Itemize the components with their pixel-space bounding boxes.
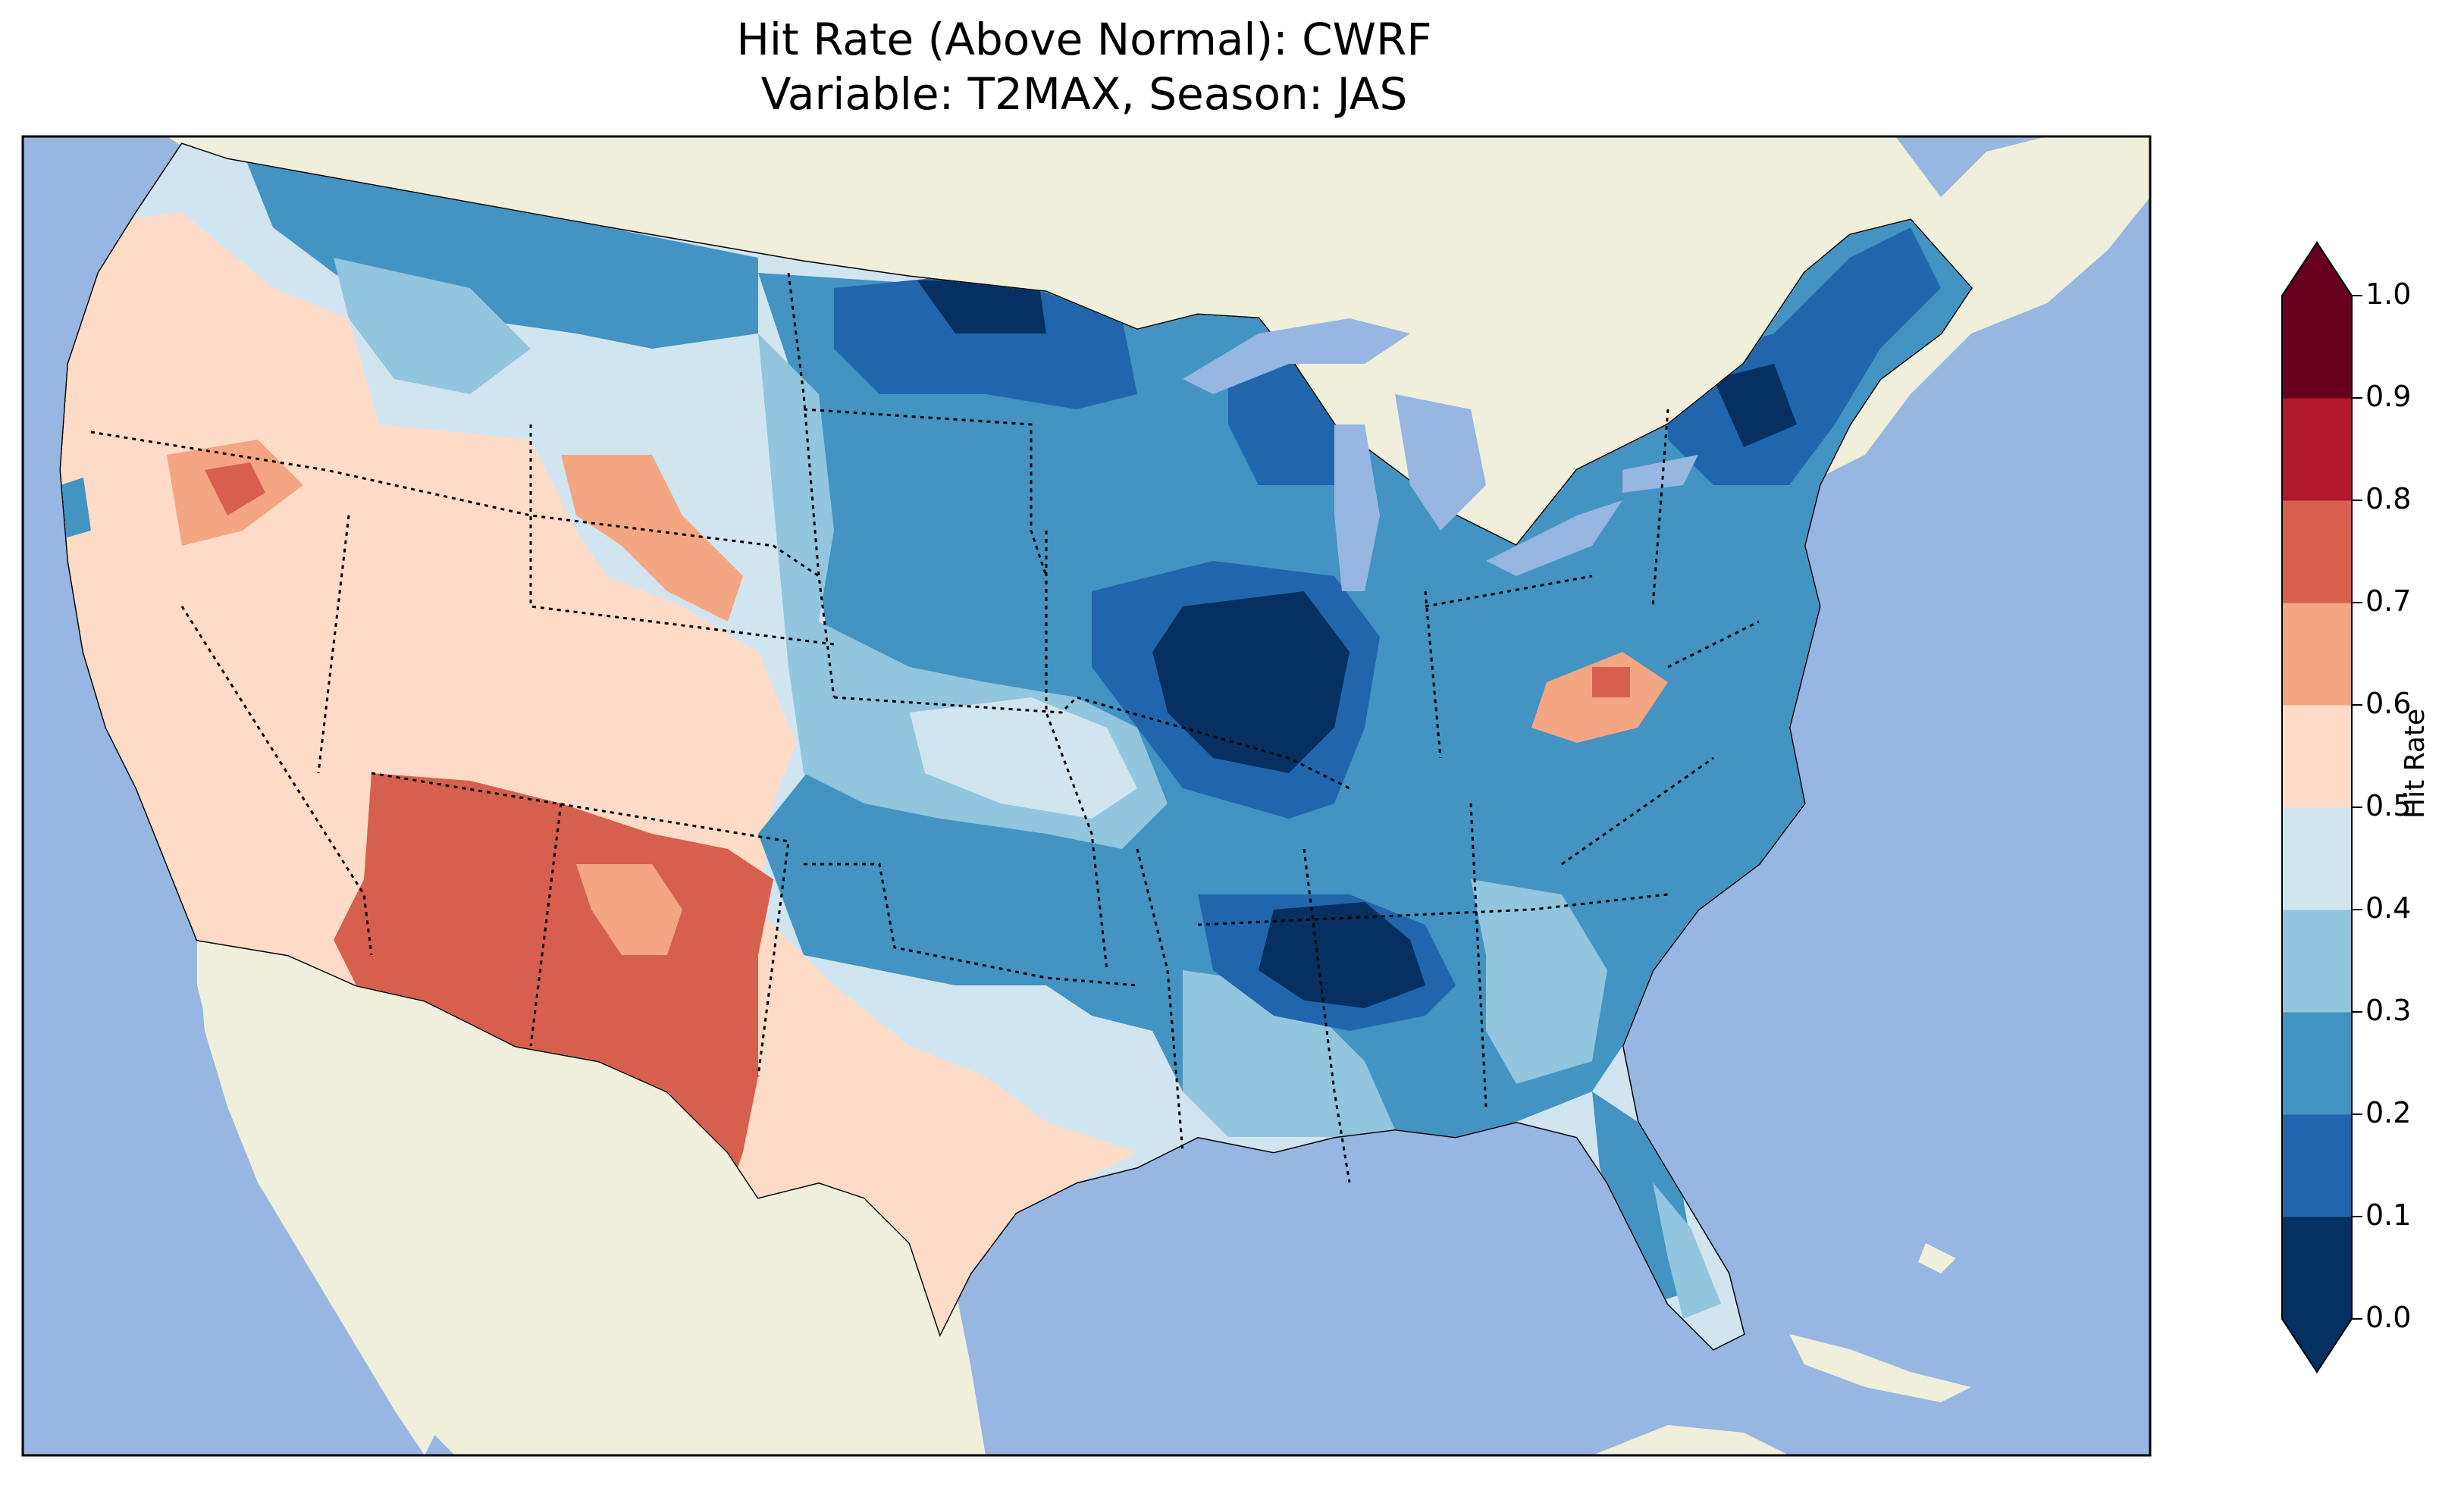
map-canvas — [23, 136, 2150, 1455]
colorbar-bin — [2282, 500, 2352, 603]
cuba-island — [1789, 1334, 1971, 1402]
colorbar — [2281, 241, 2362, 1373]
colorbar-tick-label: 0.2 — [2365, 1096, 2412, 1129]
hit-rate-field — [61, 144, 1971, 1349]
colorbar-bin — [2282, 705, 2352, 808]
colorbar-extend-max — [2282, 243, 2352, 296]
map-title: Hit Rate (Above Normal): CWRF — [736, 14, 1432, 65]
great-lake-michigan — [1334, 424, 1380, 591]
great-lake-ontario — [1622, 455, 1698, 493]
great-lake-erie — [1486, 500, 1622, 576]
field-dakota-darkest — [917, 280, 1046, 334]
field-virginia-red — [1592, 667, 1630, 697]
field-ny-darkest — [1713, 364, 1797, 447]
colorbar-extend-min — [2282, 1319, 2352, 1372]
field-pacific-blue — [61, 478, 91, 538]
field-dakota-core — [834, 273, 1137, 409]
central-america-land — [1592, 1425, 1789, 1455]
colorbar-tick-label: 0.1 — [2365, 1198, 2412, 1232]
great-lake-huron — [1395, 394, 1486, 531]
field-south-light — [1183, 970, 1395, 1137]
map-subtitle: Variable: T2MAX, Season: JAS — [760, 68, 1408, 120]
colorbar-bin — [2282, 807, 2352, 910]
colorbar-tick-label: 1.0 — [2365, 277, 2412, 311]
colorbar-tick-label: 0.6 — [2365, 687, 2412, 720]
state-borders — [90, 272, 1760, 1183]
colorbar-tick-label: 0.9 — [2365, 380, 2412, 413]
colorbar-bin — [2282, 603, 2352, 706]
bahamas-island — [1918, 1243, 1956, 1273]
field-iowa-darkest — [1152, 591, 1350, 773]
colorbar-tick-label: 0.0 — [2365, 1301, 2412, 1334]
field-kansas-pale — [910, 697, 1137, 819]
baja-peninsula — [197, 940, 440, 1455]
colorbar-tick-label: 0.4 — [2365, 891, 2412, 925]
map-frame — [21, 135, 2152, 1457]
colorbar-bin — [2282, 296, 2352, 399]
colorbar-tick-label: 0.7 — [2365, 584, 2412, 618]
colorbar-bin — [2282, 1012, 2352, 1115]
great-lake-superior — [1183, 318, 1410, 394]
colorbar-tick-label: 0.5 — [2365, 789, 2412, 822]
field-newmexico-orange — [576, 864, 682, 955]
colorbar-label: Hit Rate — [2400, 708, 2431, 819]
colorbar-bin — [2282, 910, 2352, 1013]
field-west-pale — [61, 212, 1137, 1334]
field-northwest-blue — [243, 152, 758, 349]
field-georgia-light — [1471, 879, 1607, 1084]
colorbar-bin — [2282, 398, 2352, 501]
colorbar-tick-label: 0.8 — [2365, 482, 2412, 515]
colorbar-tick-label: 0.3 — [2365, 994, 2412, 1027]
field-idaho-light — [334, 258, 531, 394]
field-tennessee-darkest — [1259, 902, 1425, 1008]
field-florida-light — [1653, 1182, 1721, 1319]
field-wyoming-orange — [561, 455, 743, 622]
colorbar-bin — [2282, 1114, 2352, 1217]
field-nevada-red — [205, 462, 265, 515]
colorbar-bin — [2282, 1217, 2352, 1320]
